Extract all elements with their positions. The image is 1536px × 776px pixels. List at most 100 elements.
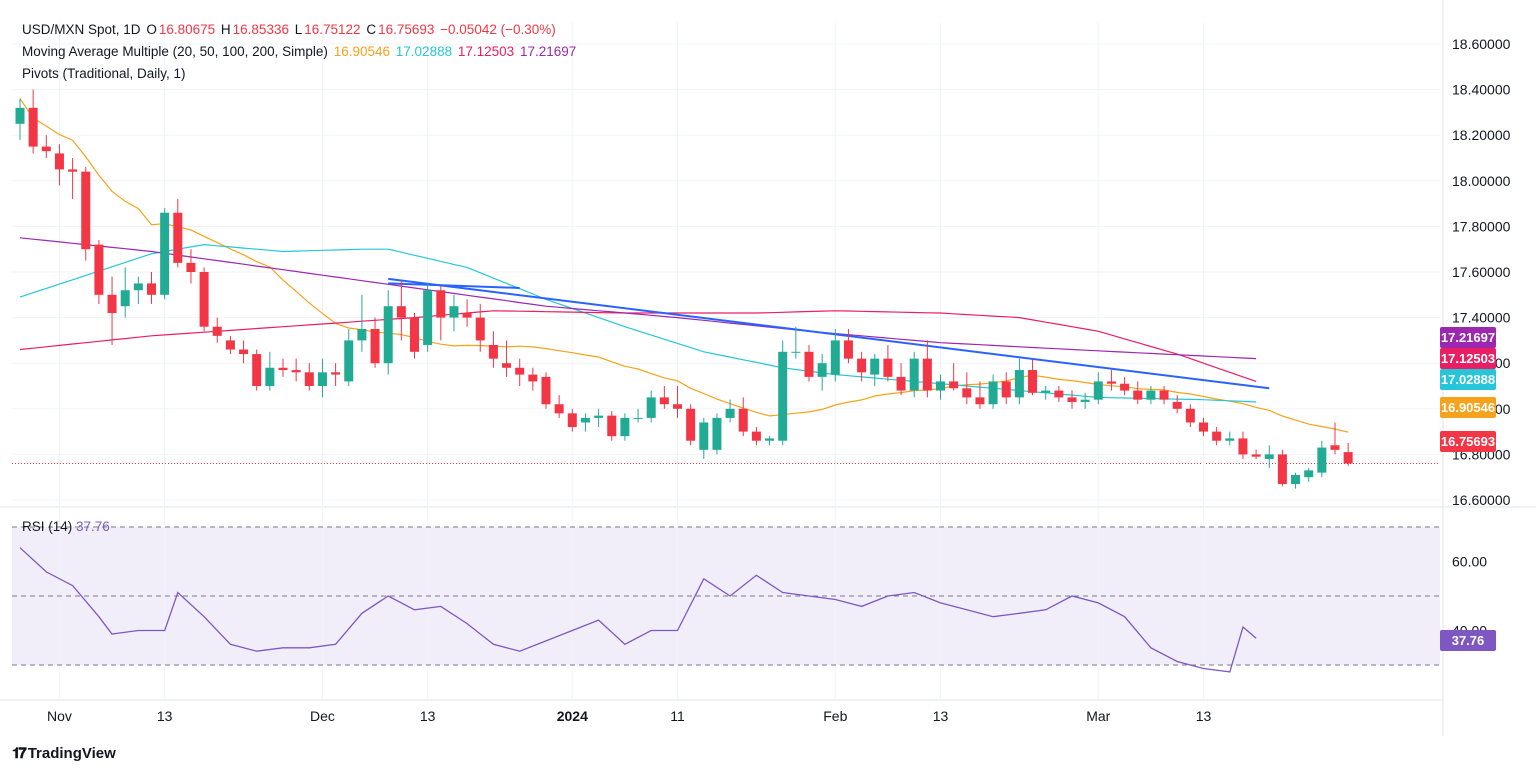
candle-body bbox=[778, 351, 788, 441]
ma-legend[interactable]: Moving Average Multiple (20, 50, 100, 20… bbox=[22, 44, 578, 59]
time-tick-label: 13 bbox=[157, 708, 173, 724]
ma200-value: 17.21697 bbox=[519, 44, 577, 59]
price-tick-label: 17.60000 bbox=[1452, 264, 1511, 280]
candle-body bbox=[54, 153, 64, 170]
high-label: H bbox=[220, 22, 231, 37]
candle-body bbox=[304, 372, 314, 386]
candle-body bbox=[1014, 370, 1024, 398]
time-tick-label: Mar bbox=[1086, 708, 1110, 724]
time-tick-label: Nov bbox=[47, 708, 72, 724]
candle-body bbox=[607, 415, 617, 437]
ma100-line bbox=[19, 310, 1257, 382]
candle-body bbox=[396, 306, 406, 318]
price-grid bbox=[12, 22, 1440, 700]
candle-body bbox=[1067, 397, 1077, 402]
candle-body bbox=[15, 107, 25, 124]
price-tick-label: 17.80000 bbox=[1452, 218, 1511, 234]
tradingview-logo[interactable]: 𝟏𝟕 TradingView bbox=[12, 745, 116, 762]
candle-body bbox=[278, 367, 288, 371]
candle-body bbox=[173, 212, 183, 263]
candle-body bbox=[949, 381, 959, 389]
time-tick-label: 13 bbox=[420, 708, 436, 724]
rsi-value-tag: 37.76 bbox=[1440, 630, 1496, 651]
candle-body bbox=[81, 171, 91, 250]
candle-body bbox=[212, 326, 222, 336]
candle-body bbox=[331, 372, 341, 375]
candle-body bbox=[594, 415, 604, 418]
candle-body bbox=[291, 370, 301, 373]
time-axis: Nov 13 Dec 13 2024 11 Feb 13 Mar 13 bbox=[47, 708, 1212, 724]
candle-body bbox=[843, 340, 853, 359]
open-value: 16.80675 bbox=[158, 22, 216, 37]
candle-body bbox=[699, 422, 709, 450]
rsi-legend[interactable]: RSI (14) 37.76 bbox=[22, 519, 110, 534]
candle-body bbox=[1291, 474, 1301, 485]
candle-body bbox=[1343, 452, 1353, 464]
candle-body bbox=[1212, 431, 1222, 441]
time-tick-label: 13 bbox=[1196, 708, 1212, 724]
candle-body bbox=[1277, 454, 1287, 485]
candle-body bbox=[673, 404, 682, 409]
candle-body bbox=[436, 290, 446, 318]
candle-body bbox=[423, 290, 433, 345]
price-tick-label: 18.40000 bbox=[1452, 82, 1511, 98]
symbol-title: USD/MXN Spot, 1D bbox=[22, 22, 141, 37]
price-tick-label: 18.00000 bbox=[1452, 173, 1511, 189]
candle-body bbox=[1185, 408, 1195, 423]
candle-body bbox=[133, 283, 143, 291]
candle-body bbox=[1304, 470, 1314, 478]
candle-body bbox=[107, 294, 117, 314]
candle-body bbox=[936, 381, 945, 391]
candle-body bbox=[41, 146, 51, 152]
ma200-price-tag: 17.21697 bbox=[1440, 327, 1496, 348]
candle-body bbox=[160, 212, 170, 295]
ma20-line bbox=[19, 98, 1349, 433]
candle-body bbox=[252, 354, 262, 386]
candles bbox=[15, 89, 1353, 489]
candle-body bbox=[988, 381, 998, 405]
descending-trendline bbox=[388, 277, 1270, 390]
low-label: L bbox=[294, 22, 303, 37]
time-tick-label: Feb bbox=[823, 708, 847, 724]
candle-body bbox=[659, 397, 669, 405]
candle-body bbox=[1159, 390, 1169, 400]
candle-body bbox=[120, 290, 130, 307]
ma50-price-tag: 17.02888 bbox=[1440, 369, 1496, 390]
candle-body bbox=[1054, 390, 1064, 398]
candle-body bbox=[633, 417, 643, 419]
candle-body bbox=[1133, 390, 1143, 400]
low-value: 16.75122 bbox=[304, 22, 361, 37]
candle-body bbox=[1041, 390, 1051, 393]
pivots-legend[interactable]: Pivots (Traditional, Daily, 1) bbox=[22, 66, 188, 81]
candle-body bbox=[199, 272, 209, 327]
time-tick-label: 13 bbox=[933, 708, 949, 724]
candle-body bbox=[909, 358, 919, 391]
last-price-tag: 16.75693 bbox=[1440, 431, 1496, 452]
short-trendline bbox=[388, 282, 520, 289]
close-value: 16.75693 bbox=[378, 22, 435, 37]
candle-body bbox=[896, 376, 906, 391]
candle-body bbox=[1238, 438, 1248, 455]
candle-body bbox=[1080, 399, 1090, 402]
time-tick-label: 11 bbox=[670, 708, 685, 724]
candle-body bbox=[528, 374, 538, 382]
candle-body bbox=[554, 404, 564, 414]
time-tick-label: 2024 bbox=[557, 708, 588, 724]
candle-body bbox=[317, 372, 327, 386]
candle-body bbox=[462, 313, 472, 318]
candle-body bbox=[1251, 454, 1261, 457]
candle-body bbox=[751, 431, 761, 441]
candle-body bbox=[765, 438, 775, 441]
pivots-label: Pivots (Traditional, Daily, 1) bbox=[22, 66, 186, 81]
close-label: C bbox=[366, 22, 377, 37]
rsi-line bbox=[19, 547, 1257, 673]
candle-body bbox=[1172, 401, 1182, 409]
ma-label: Moving Average Multiple (20, 50, 100, 20… bbox=[22, 44, 328, 59]
candle-body bbox=[515, 367, 525, 375]
candle-body bbox=[883, 358, 893, 377]
candle-body bbox=[449, 306, 459, 318]
tradingview-mark-icon: 𝟏𝟕 bbox=[12, 745, 27, 762]
candle-body bbox=[870, 358, 880, 375]
candle-body bbox=[857, 358, 867, 373]
